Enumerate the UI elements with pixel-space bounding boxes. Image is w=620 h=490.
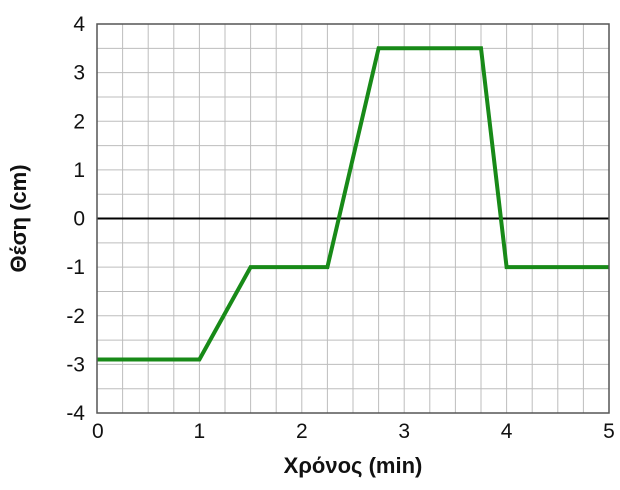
- y-tick-label: 4: [73, 13, 85, 36]
- plot-area: [96, 23, 610, 414]
- y-tick-label: 0: [73, 208, 85, 231]
- x-tick-label: 5: [603, 420, 615, 443]
- y-tick-label: 2: [73, 110, 85, 133]
- y-tick-label: 1: [73, 159, 85, 182]
- x-tick-label: 4: [501, 420, 513, 443]
- y-axis-label: Θέση (cm): [6, 164, 31, 272]
- y-tick-label: -1: [66, 256, 85, 279]
- x-axis-label: Χρόνος (min): [284, 453, 423, 478]
- x-tick-label: 3: [398, 420, 410, 443]
- y-tick-label: -4: [66, 402, 85, 425]
- plot-frame: [96, 23, 610, 414]
- y-tick-label: 3: [73, 62, 85, 85]
- y-tick-label: -3: [66, 353, 85, 376]
- x-tick-labels: 0 1 2 3 4 5: [92, 420, 615, 443]
- y-tick-label: -2: [66, 305, 85, 328]
- x-tick-label: 1: [194, 420, 206, 443]
- y-tick-labels: 4 3 2 1 0 -1 -2 -3 -4: [66, 13, 85, 425]
- x-tick-label: 0: [92, 420, 104, 443]
- position-series-line: [97, 46, 609, 362]
- x-tick-label: 2: [296, 420, 308, 443]
